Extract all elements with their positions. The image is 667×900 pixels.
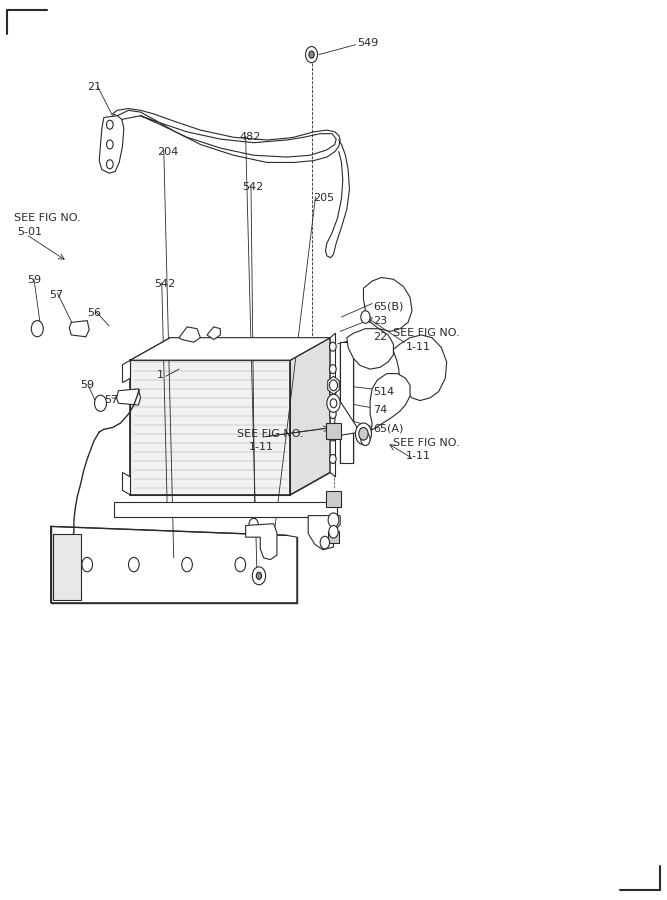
Text: 1-11: 1-11 — [249, 442, 274, 453]
Circle shape — [361, 433, 370, 446]
Text: 22: 22 — [374, 332, 388, 342]
Circle shape — [107, 159, 113, 168]
Text: 56: 56 — [87, 308, 101, 318]
Circle shape — [328, 513, 339, 527]
Circle shape — [327, 394, 340, 412]
Text: SEE FIG NO.: SEE FIG NO. — [394, 328, 460, 338]
Circle shape — [107, 121, 113, 130]
Text: 59: 59 — [81, 381, 95, 391]
Circle shape — [330, 399, 337, 408]
Text: 1-11: 1-11 — [406, 451, 430, 462]
Circle shape — [249, 518, 258, 531]
Polygon shape — [394, 335, 447, 400]
Text: 21: 21 — [87, 82, 101, 92]
Circle shape — [31, 320, 43, 337]
Polygon shape — [347, 328, 394, 369]
Text: 542: 542 — [154, 279, 175, 289]
Circle shape — [329, 387, 336, 396]
Text: 514: 514 — [374, 387, 395, 397]
Text: 1: 1 — [157, 371, 164, 381]
Circle shape — [181, 557, 192, 572]
Circle shape — [95, 395, 107, 411]
Text: 23: 23 — [374, 317, 388, 327]
Circle shape — [256, 572, 261, 580]
Circle shape — [329, 342, 336, 351]
Circle shape — [329, 380, 338, 391]
Polygon shape — [113, 109, 340, 162]
Polygon shape — [327, 376, 340, 394]
Circle shape — [320, 536, 329, 549]
Text: 65(B): 65(B) — [374, 302, 404, 311]
Circle shape — [82, 557, 93, 572]
Circle shape — [329, 432, 336, 441]
Polygon shape — [340, 342, 354, 464]
Text: 482: 482 — [239, 132, 260, 142]
Polygon shape — [370, 374, 410, 430]
Polygon shape — [131, 338, 330, 360]
Polygon shape — [290, 338, 330, 495]
Text: 5-01: 5-01 — [17, 227, 42, 237]
Polygon shape — [123, 472, 131, 495]
Polygon shape — [99, 116, 124, 173]
Polygon shape — [207, 327, 220, 339]
Text: 542: 542 — [242, 182, 263, 192]
Text: 204: 204 — [157, 147, 178, 157]
Polygon shape — [179, 327, 200, 342]
Text: SEE FIG NO.: SEE FIG NO. — [237, 428, 303, 439]
Text: 1-11: 1-11 — [406, 342, 430, 352]
Polygon shape — [364, 277, 412, 331]
Polygon shape — [245, 524, 277, 560]
Circle shape — [356, 423, 372, 445]
Text: SEE FIG NO.: SEE FIG NO. — [394, 437, 460, 448]
Circle shape — [129, 557, 139, 572]
Polygon shape — [131, 360, 290, 495]
Text: 65(A): 65(A) — [374, 423, 404, 434]
Polygon shape — [123, 360, 131, 382]
Polygon shape — [117, 389, 141, 405]
Circle shape — [309, 51, 314, 59]
Polygon shape — [334, 396, 360, 436]
Text: SEE FIG NO.: SEE FIG NO. — [14, 213, 81, 223]
Circle shape — [235, 557, 245, 572]
Polygon shape — [327, 531, 340, 543]
Text: 57: 57 — [104, 395, 118, 405]
Circle shape — [329, 526, 338, 538]
Polygon shape — [325, 423, 342, 439]
Circle shape — [329, 364, 336, 373]
Text: 74: 74 — [374, 405, 388, 415]
Polygon shape — [308, 516, 340, 550]
Polygon shape — [69, 320, 89, 337]
Circle shape — [252, 567, 265, 585]
Text: 205: 205 — [313, 194, 335, 203]
Circle shape — [361, 310, 370, 323]
Text: 549: 549 — [357, 38, 378, 48]
Circle shape — [359, 428, 368, 440]
Text: 59: 59 — [27, 275, 41, 285]
Polygon shape — [53, 534, 81, 600]
Circle shape — [107, 140, 113, 149]
Circle shape — [329, 454, 336, 464]
Circle shape — [305, 47, 317, 63]
Polygon shape — [325, 491, 342, 507]
Circle shape — [329, 410, 336, 418]
Polygon shape — [51, 526, 297, 603]
Text: 57: 57 — [49, 290, 63, 300]
Polygon shape — [114, 502, 337, 518]
Polygon shape — [330, 333, 336, 477]
